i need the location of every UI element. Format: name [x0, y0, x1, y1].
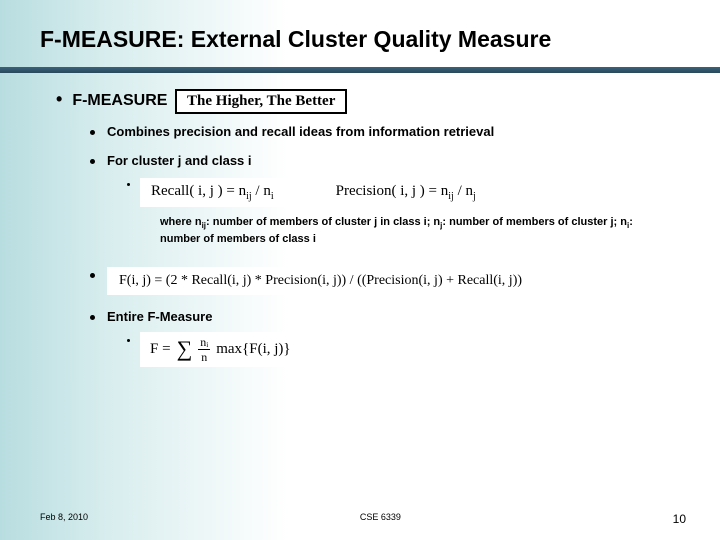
formula-row-wrap: Recall( i, j ) = nij / ni Precision( i, …	[140, 176, 640, 247]
entire-formula-wrap: F = ∑ nᵢ n max{F(i, j)}	[140, 332, 301, 367]
entire-lead: F =	[150, 341, 171, 358]
badge-higher-better: The Higher, The Better	[175, 89, 347, 114]
entire-tail-wrap: max{F(i, j)}	[216, 341, 290, 358]
footer-date: Feb 8, 2010	[40, 512, 88, 526]
footer-page: 10	[673, 512, 686, 526]
recall-lead: Recall( i, j ) = n	[151, 183, 246, 199]
entire-children: F = ∑ nᵢ n max{F(i, j)}	[127, 332, 690, 367]
where-note: where nij: number of members of cluster …	[160, 215, 640, 247]
precision-tail-sub: j	[473, 191, 476, 202]
precision-lead: Precision( i, j ) = n	[336, 183, 449, 199]
entire-tail: max{F(i, j)}	[216, 341, 290, 357]
dot2-icon	[127, 339, 130, 342]
recall-tail-sub: i	[271, 191, 274, 202]
entire-label: Entire F-Measure	[107, 309, 212, 324]
footer-course: CSE 6339	[360, 512, 401, 526]
bullet-icon: •	[56, 90, 62, 108]
page-title: F-MEASURE: External Cluster Quality Meas…	[40, 26, 690, 53]
entire-formula-item: F = ∑ nᵢ n max{F(i, j)}	[127, 332, 690, 367]
slide: F-MEASURE: External Cluster Quality Meas…	[0, 0, 720, 540]
sigma-icon: ∑	[177, 338, 193, 360]
title-area: F-MEASURE: External Cluster Quality Meas…	[0, 0, 720, 61]
fij-wrap: F(i, j) = (2 * Recall(i, j) * Precision(…	[107, 267, 690, 295]
fij-formula: F(i, j) = (2 * Recall(i, j) * Precision(…	[107, 267, 534, 295]
where-1c: : number of members of cluster j; n	[442, 216, 627, 228]
sub-item-2: For cluster j and class i Recall( i, j )…	[90, 153, 690, 253]
sub2-children: Recall( i, j ) = nij / ni Precision( i, …	[127, 176, 690, 247]
dot-icon	[90, 315, 95, 320]
formula-row-item: Recall( i, j ) = nij / ni Precision( i, …	[127, 176, 690, 247]
recall-precision-row: Recall( i, j ) = nij / ni Precision( i, …	[140, 178, 640, 207]
dot2-icon	[127, 183, 130, 186]
where-1a: where n	[160, 216, 202, 228]
sub-item-1: Combines precision and recall ideas from…	[90, 124, 690, 139]
dot-icon	[90, 159, 95, 164]
where-1b: : number of members of cluster j in clas…	[206, 216, 440, 228]
entire-formula: F = ∑ nᵢ n max{F(i, j)}	[140, 332, 301, 367]
precision-tail: / n	[454, 183, 473, 199]
content-area: • F-MEASURE The Higher, The Better Combi…	[0, 73, 720, 373]
main-bullet-row: • F-MEASURE The Higher, The Better	[56, 89, 690, 114]
main-bullet-body: F-MEASURE The Higher, The Better	[72, 89, 347, 114]
precision-formula: Precision( i, j ) = nij / nj	[325, 178, 487, 207]
recall-formula: Recall( i, j ) = nij / ni	[140, 178, 285, 207]
dot-icon	[90, 130, 95, 135]
sub1-text: Combines precision and recall ideas from…	[107, 124, 690, 139]
footer: Feb 8, 2010 CSE 6339 10	[0, 512, 720, 526]
frac-num: nᵢ	[198, 336, 210, 350]
sub2-body: For cluster j and class i Recall( i, j )…	[107, 153, 690, 253]
sub-item-3: F(i, j) = (2 * Recall(i, j) * Precision(…	[90, 267, 690, 295]
sub-item-4: Entire F-Measure F = ∑ nᵢ n	[90, 309, 690, 373]
recall-tail: / n	[252, 183, 271, 199]
dot-icon	[90, 273, 95, 278]
frac-den: n	[201, 350, 207, 363]
sub2-text: For cluster j and class i	[107, 153, 252, 168]
fraction: nᵢ n	[198, 336, 210, 363]
entire-body: Entire F-Measure F = ∑ nᵢ n	[107, 309, 690, 373]
main-label: F-MEASURE	[72, 92, 167, 109]
sub-list: Combines precision and recall ideas from…	[90, 124, 690, 373]
